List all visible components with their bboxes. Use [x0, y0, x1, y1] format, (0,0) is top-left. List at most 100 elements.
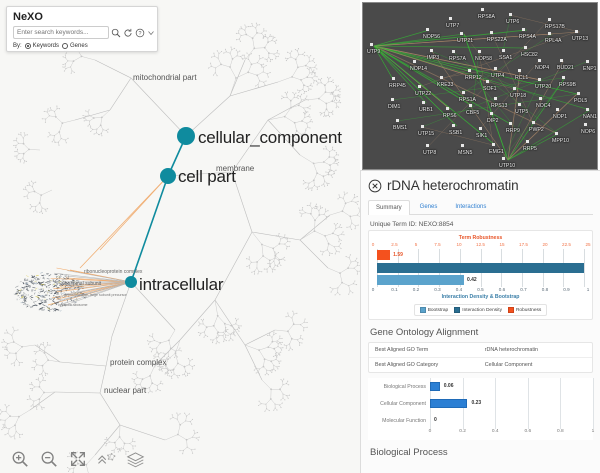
- network-node[interactable]: [548, 32, 551, 35]
- network-node[interactable]: [586, 60, 589, 63]
- chart1-bar-value: 1.59: [393, 252, 403, 258]
- chart1-bottom-tick: 1: [586, 287, 590, 292]
- tab-genes[interactable]: Genes: [419, 204, 438, 210]
- network-node[interactable]: [538, 59, 541, 62]
- zoom-out-icon[interactable]: [39, 450, 58, 469]
- network-node[interactable]: [426, 144, 429, 147]
- collapse-network-icon[interactable]: [97, 450, 116, 469]
- network-node[interactable]: [418, 85, 421, 88]
- network-node[interactable]: [522, 28, 525, 31]
- layers-icon[interactable]: [126, 450, 145, 469]
- close-circle-icon[interactable]: [368, 179, 382, 193]
- network-node[interactable]: [526, 140, 529, 143]
- go-chart-gridline: [495, 395, 497, 412]
- network-node[interactable]: [560, 59, 563, 62]
- network-node[interactable]: [494, 67, 497, 70]
- network-node[interactable]: [532, 121, 535, 124]
- network-node[interactable]: [518, 103, 521, 106]
- network-node[interactable]: [548, 18, 551, 21]
- network-node[interactable]: [396, 119, 399, 122]
- network-node[interactable]: [490, 112, 493, 115]
- go-chart-track: 0: [430, 412, 594, 429]
- chart1-top-tick: 5: [414, 242, 418, 247]
- network-node[interactable]: [370, 43, 373, 46]
- network-node[interactable]: [481, 8, 484, 11]
- ontology-tree-canvas[interactable]: cellular_component cell part intracellul…: [0, 0, 360, 473]
- network-node[interactable]: [575, 30, 578, 33]
- chart1-top-axis-title: Term Robustness: [458, 235, 503, 241]
- network-node[interactable]: [469, 104, 472, 107]
- network-node[interactable]: [538, 78, 541, 81]
- network-node[interactable]: [524, 46, 527, 49]
- chart1-bottom-tick: 0.5: [477, 287, 484, 292]
- go-chart-gridline: [560, 395, 562, 412]
- view-toolbar[interactable]: [0, 445, 360, 473]
- go-chart-gridline: [527, 395, 529, 412]
- fit-screen-icon[interactable]: [68, 450, 87, 469]
- network-node[interactable]: [421, 125, 424, 128]
- go-category-key: Best Aligned GO Category: [375, 362, 439, 368]
- network-node[interactable]: [422, 101, 425, 104]
- network-node[interactable]: [509, 122, 512, 125]
- network-node[interactable]: [446, 107, 449, 110]
- network-node[interactable]: [426, 28, 429, 31]
- biological-process-title: Biological Process: [370, 447, 448, 458]
- network-node[interactable]: [449, 17, 452, 20]
- robustness-chart-card: Term Robustness 0 2.5 5 7.5 10 12.5 15 17.5 20 22…: [368, 230, 593, 320]
- network-node[interactable]: [452, 50, 455, 53]
- network-node[interactable]: [413, 60, 416, 63]
- tab-summary[interactable]: Summary: [368, 200, 410, 215]
- network-node[interactable]: [460, 32, 463, 35]
- network-node[interactable]: [502, 49, 505, 52]
- chart1-bottom-tick: 0.6: [498, 287, 506, 292]
- search-filter-row[interactable]: By: Keywords Genes: [13, 43, 151, 49]
- network-node[interactable]: [509, 13, 512, 16]
- network-node[interactable]: [562, 76, 565, 79]
- network-node[interactable]: [478, 50, 481, 53]
- network-node[interactable]: [586, 108, 589, 111]
- network-node[interactable]: [490, 31, 493, 34]
- search-panel[interactable]: NeXO ?: [6, 6, 158, 52]
- network-node[interactable]: [430, 49, 433, 52]
- network-node[interactable]: [479, 127, 482, 130]
- network-node[interactable]: [577, 92, 580, 95]
- term-info-panel[interactable]: rDNA heterochromatin Summary Genes Inter…: [360, 170, 600, 473]
- network-node[interactable]: [556, 108, 559, 111]
- network-node[interactable]: [513, 87, 516, 90]
- search-icon[interactable]: [111, 27, 121, 39]
- zoom-in-icon[interactable]: [10, 450, 29, 469]
- radio-genes-dot[interactable]: [62, 43, 69, 49]
- network-node[interactable]: [518, 69, 521, 72]
- chart1-top-tick: 12.5: [476, 242, 485, 247]
- network-node[interactable]: [392, 77, 395, 80]
- network-node[interactable]: [486, 80, 489, 83]
- network-node[interactable]: [468, 69, 471, 72]
- radio-keywords-dot[interactable]: [24, 43, 31, 49]
- gene-interaction-network[interactable]: UTP9 UTP7 RPS8A UTP6 RPS17B NOP56 UTP21 RPS22A R…: [362, 2, 598, 170]
- help-icon[interactable]: ?: [135, 27, 145, 39]
- radio-keywords[interactable]: Keywords: [24, 43, 59, 49]
- network-node[interactable]: [452, 124, 455, 127]
- info-tabs[interactable]: Summary Genes Interactions: [368, 200, 593, 215]
- network-node[interactable]: [494, 97, 497, 100]
- chart1-top-ticks: 0 2.5 5 7.5 10 12.5 15 17.5 20 22.5 25: [372, 242, 591, 249]
- search-input[interactable]: [13, 26, 109, 39]
- network-node[interactable]: [555, 132, 558, 135]
- chart1-bar-robustness: [377, 250, 391, 260]
- tree-node-cell-part[interactable]: [160, 168, 176, 184]
- network-node[interactable]: [492, 143, 495, 146]
- tree-node-intracellular[interactable]: [125, 276, 137, 288]
- tab-interactions[interactable]: Interactions: [455, 204, 487, 210]
- network-node[interactable]: [502, 157, 505, 160]
- radio-genes[interactable]: Genes: [62, 43, 88, 49]
- network-node[interactable]: [539, 97, 542, 100]
- network-node[interactable]: [584, 123, 587, 126]
- tree-node-cellular-component[interactable]: [177, 127, 195, 145]
- network-node[interactable]: [440, 76, 443, 79]
- network-node[interactable]: [391, 98, 394, 101]
- network-node[interactable]: [461, 144, 464, 147]
- chevron-down-icon[interactable]: [147, 27, 155, 39]
- search-row[interactable]: ?: [13, 26, 154, 39]
- refresh-icon[interactable]: [123, 27, 133, 39]
- network-node[interactable]: [462, 91, 465, 94]
